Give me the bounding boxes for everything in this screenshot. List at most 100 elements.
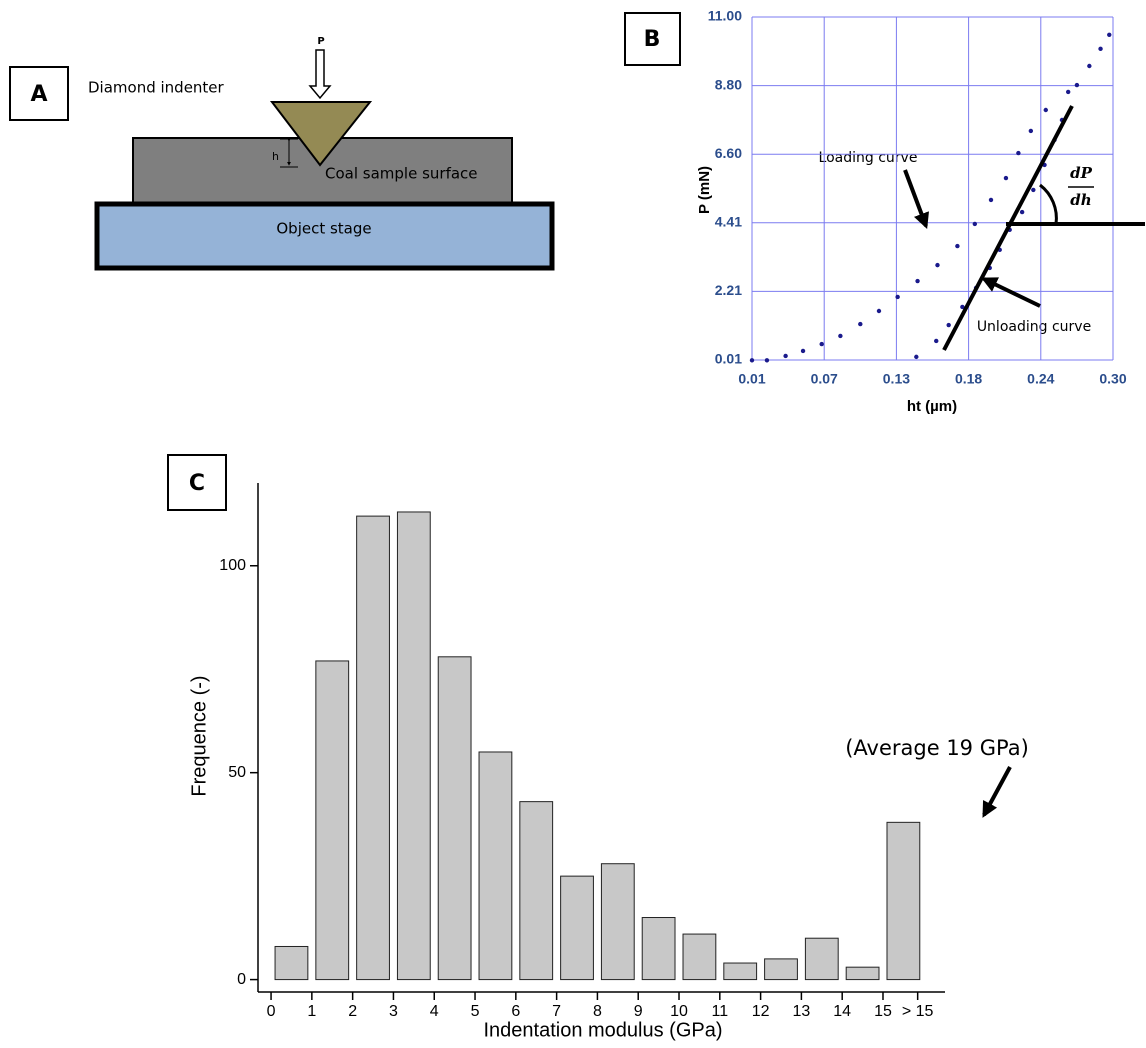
y-tick-label: 2.21 bbox=[715, 282, 742, 298]
y-tick-label: 4.41 bbox=[715, 214, 742, 230]
bar bbox=[274, 945, 309, 981]
data-point bbox=[1003, 175, 1009, 181]
data-point bbox=[1031, 187, 1036, 193]
data-point bbox=[960, 304, 965, 310]
unloading-arrow bbox=[981, 277, 1041, 308]
bar bbox=[723, 962, 758, 981]
object-stage bbox=[94, 201, 555, 271]
y-axis-label: Frequence (-) bbox=[188, 675, 210, 796]
angle-arc bbox=[1039, 183, 1058, 225]
x-tick-label: 2 bbox=[348, 1003, 357, 1020]
data-point bbox=[895, 294, 900, 300]
bar bbox=[478, 751, 513, 981]
x-tick-label: 4 bbox=[430, 1003, 439, 1020]
panel-label-box bbox=[167, 454, 227, 511]
bar bbox=[886, 821, 921, 981]
data-point bbox=[876, 308, 882, 314]
x-tick-label: 0.18 bbox=[955, 371, 982, 387]
bar bbox=[356, 515, 390, 981]
bar bbox=[682, 933, 717, 981]
x-tick-label: 8 bbox=[593, 1003, 602, 1020]
x-tick-label: 9 bbox=[634, 1003, 643, 1020]
bar bbox=[641, 917, 676, 981]
x-tick-label: 12 bbox=[752, 1003, 770, 1020]
y-tick-label: 50 bbox=[228, 764, 246, 781]
data-point bbox=[955, 243, 960, 249]
x-tick-label: 7 bbox=[552, 1003, 561, 1020]
x-tick-label: 1 bbox=[307, 1003, 316, 1020]
panel-a: A Diamond indenter Object stage P h Coal… bbox=[9, 36, 555, 271]
data-point bbox=[1087, 63, 1092, 69]
y-tick-label: 8.80 bbox=[715, 76, 742, 92]
indenter bbox=[269, 101, 373, 167]
bar bbox=[437, 656, 472, 981]
data-point bbox=[934, 338, 939, 344]
annotation: Loading curve bbox=[819, 150, 918, 166]
panel-b-decor: B Loading curve Unloading curve dP dh ht… bbox=[624, 12, 1094, 415]
data-point bbox=[972, 221, 978, 227]
x-tick-label: 0.01 bbox=[738, 371, 765, 387]
x-tick-label: 11 bbox=[712, 1003, 729, 1020]
x-tick-label: 5 bbox=[471, 1003, 480, 1020]
load-arrow bbox=[308, 49, 332, 100]
data-point bbox=[1019, 209, 1025, 215]
bar bbox=[396, 511, 431, 981]
x-tick-label: 0 bbox=[267, 1003, 276, 1020]
data-point bbox=[1028, 128, 1034, 134]
data-point bbox=[800, 348, 806, 354]
depth-label: h bbox=[272, 150, 279, 163]
annotation: (Average 19 GPa) bbox=[845, 736, 1029, 760]
data-point bbox=[764, 358, 770, 363]
data-point bbox=[1107, 32, 1112, 37]
x-axis-label: Indentation modulus (GPa) bbox=[483, 1019, 722, 1041]
data-point bbox=[935, 262, 940, 268]
panel-label: C bbox=[189, 471, 205, 496]
data-point bbox=[838, 333, 843, 339]
x-tick-label: 13 bbox=[793, 1003, 811, 1020]
data-point bbox=[946, 322, 951, 328]
stage-label: Object stage bbox=[276, 220, 371, 238]
x-tick-label: 14 bbox=[833, 1003, 851, 1020]
surface-label: Coal sample surface bbox=[325, 165, 478, 183]
panel-label-box bbox=[9, 66, 69, 121]
loading-arrow bbox=[903, 169, 929, 229]
data-point bbox=[988, 197, 994, 203]
x-tick-label: 0.30 bbox=[1099, 371, 1126, 387]
panel-label: A bbox=[30, 82, 47, 107]
data-point bbox=[819, 341, 824, 347]
x-tick-label: 6 bbox=[511, 1003, 520, 1020]
bar bbox=[315, 660, 350, 981]
bar bbox=[560, 875, 594, 981]
data-point bbox=[1065, 89, 1071, 95]
x-tick-label: 0.07 bbox=[811, 371, 838, 387]
annotation: Unloading curve bbox=[977, 319, 1091, 335]
data-point bbox=[914, 354, 919, 360]
bar bbox=[804, 937, 839, 981]
panel-c-decor: C (Average 19 GPa) Indentation modulus (… bbox=[167, 454, 1029, 1041]
y-axis-label: P (mN) bbox=[696, 166, 713, 214]
bar bbox=[600, 863, 635, 981]
x-tick-label: > 15 bbox=[902, 1003, 934, 1020]
x-tick-label: 0.24 bbox=[1027, 371, 1054, 387]
x-tick-label: 3 bbox=[389, 1003, 398, 1020]
data-point bbox=[1074, 82, 1080, 88]
bar bbox=[845, 966, 880, 981]
data-point bbox=[749, 358, 755, 363]
load-label: P bbox=[317, 36, 324, 47]
panel-label-box bbox=[624, 12, 681, 66]
x-tick-label: 0.13 bbox=[883, 371, 910, 387]
bar bbox=[764, 958, 798, 981]
y-tick-label: 100 bbox=[219, 557, 246, 574]
bar bbox=[519, 801, 554, 981]
indenter-label: Diamond indenter bbox=[88, 79, 225, 97]
y-tick-label: 0 bbox=[237, 971, 246, 988]
panel-label: B bbox=[644, 27, 661, 52]
data-point bbox=[783, 353, 788, 359]
slope-numerator: dP bbox=[1070, 164, 1092, 182]
data-point bbox=[1043, 107, 1048, 113]
y-tick-label: 0.01 bbox=[715, 351, 742, 367]
annotation-arrow bbox=[982, 766, 1012, 818]
data-point bbox=[858, 321, 863, 327]
data-point bbox=[1016, 150, 1021, 156]
